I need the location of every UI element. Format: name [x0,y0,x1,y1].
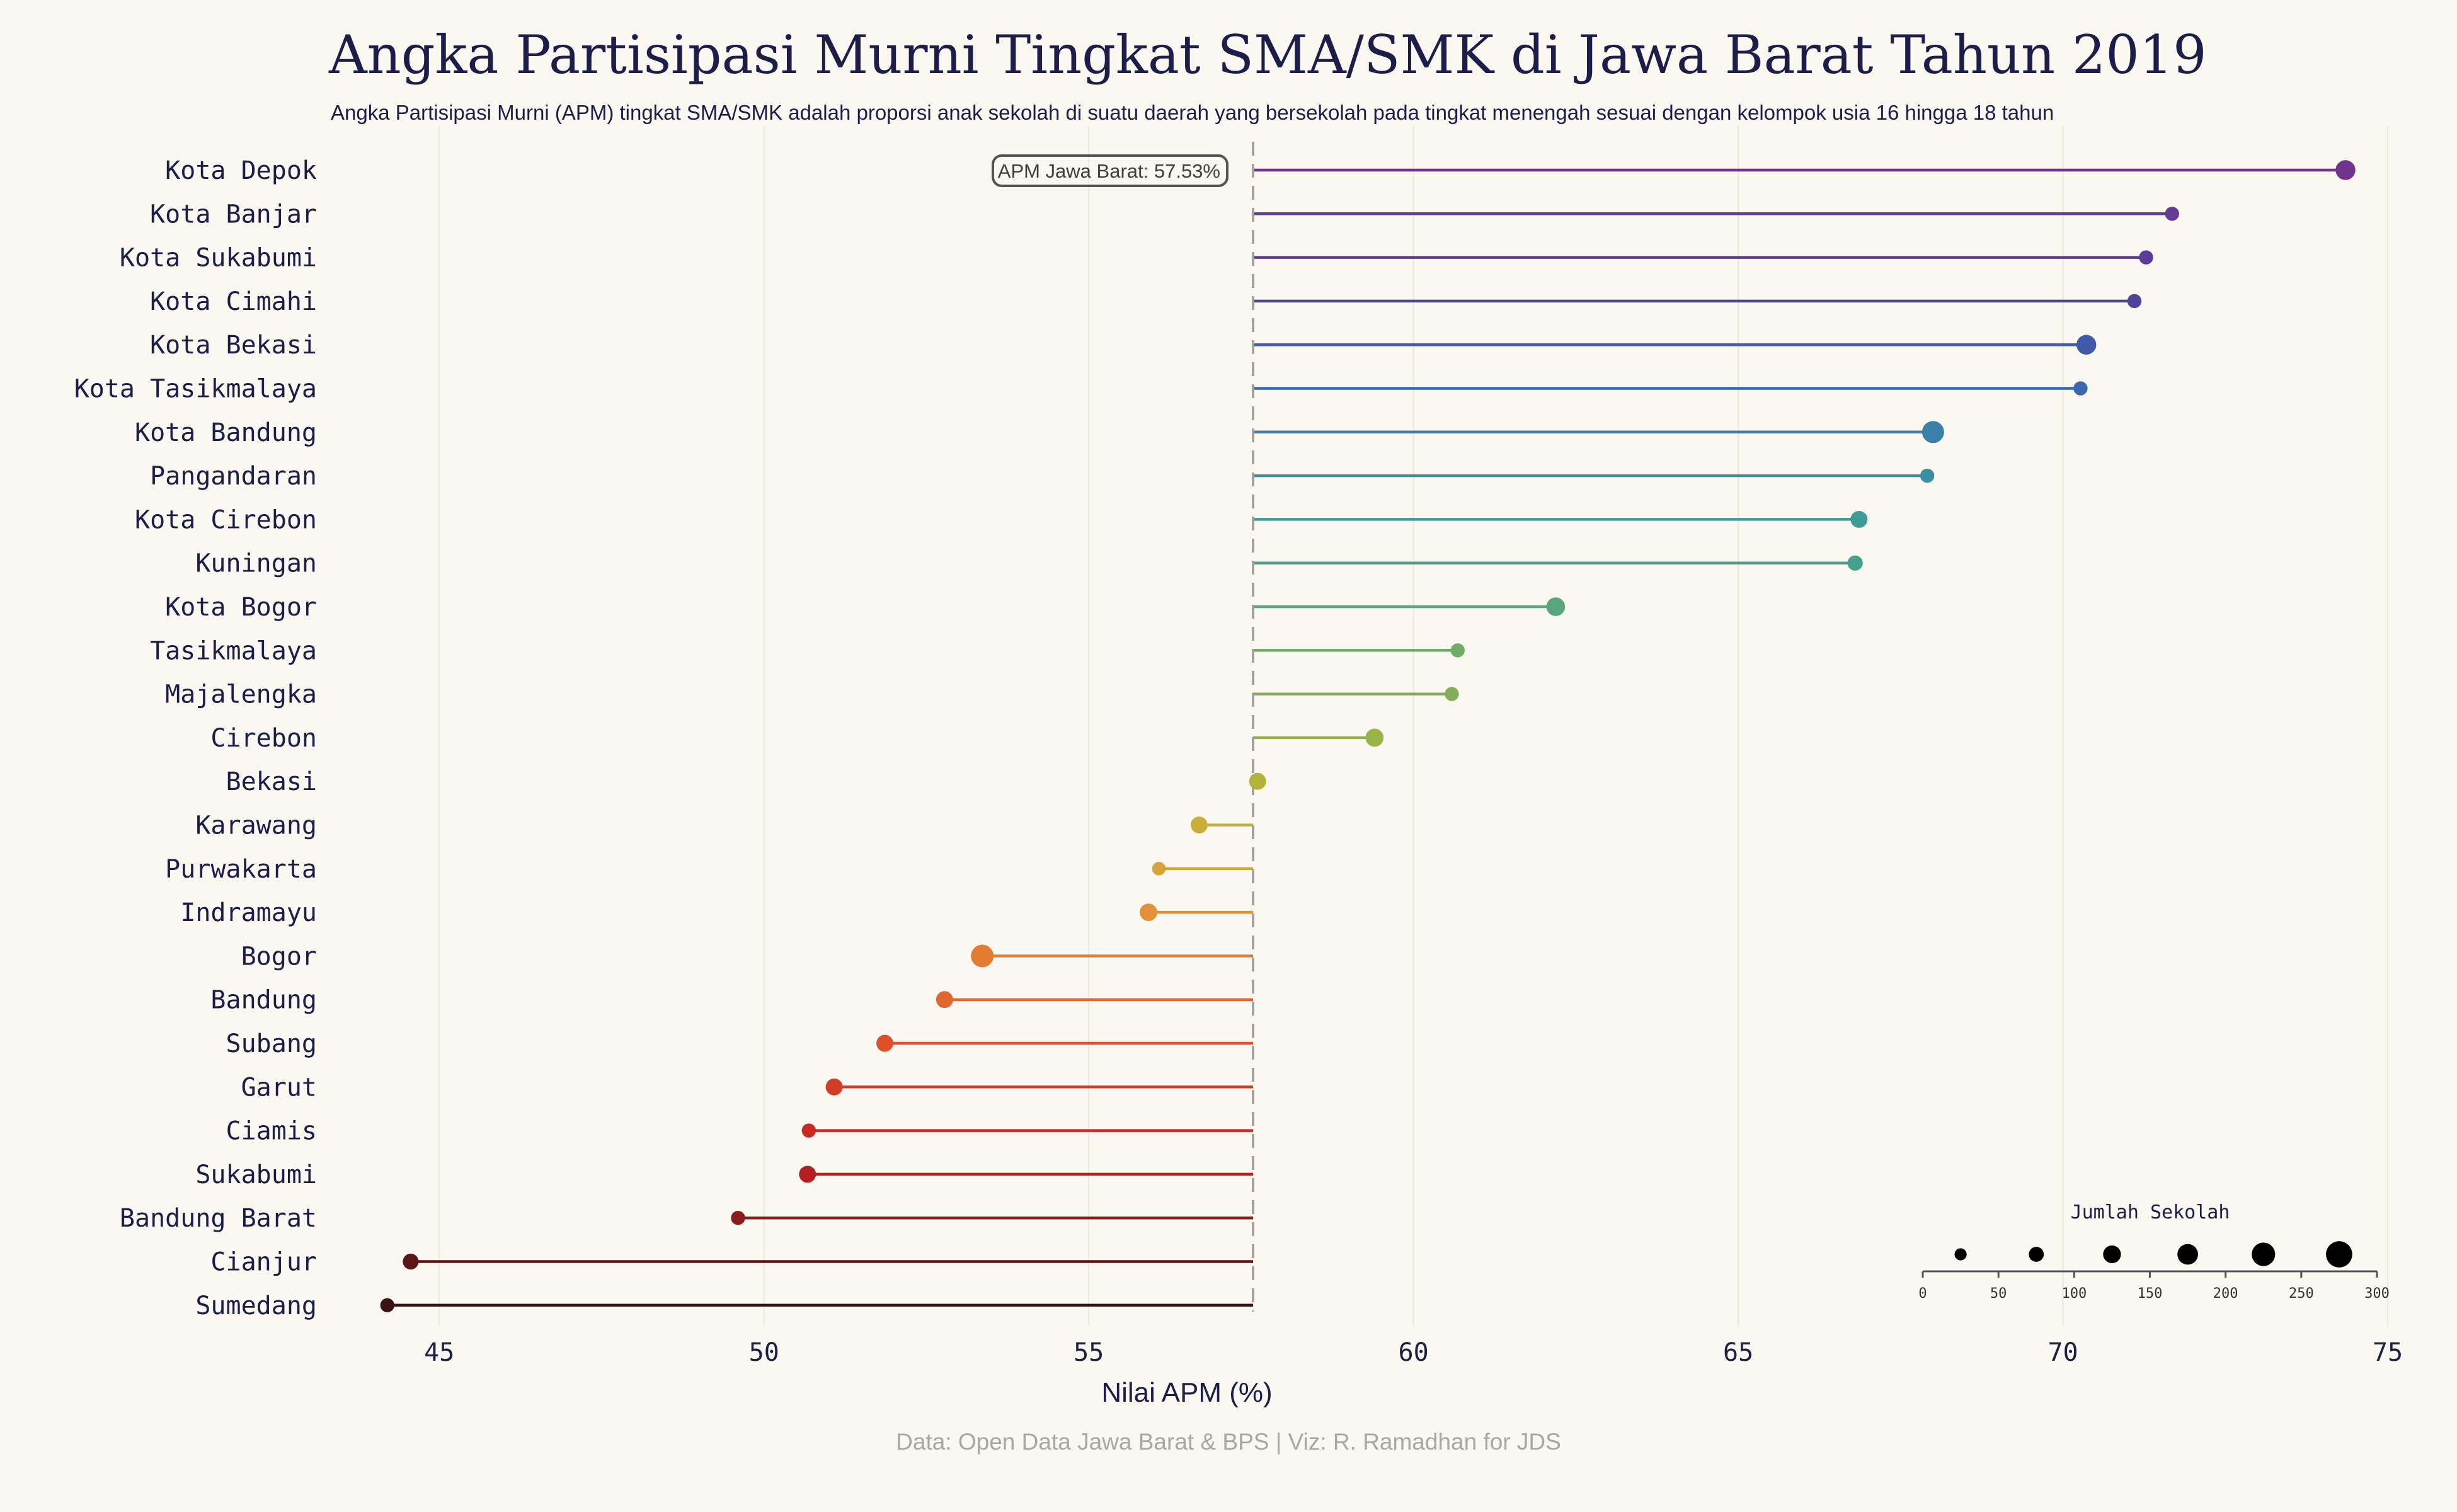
x-axis-label: Nilai APM (%) [1101,1377,1272,1408]
data-point [1249,772,1266,790]
data-point [801,1123,816,1138]
y-tick-label: Bekasi [226,767,318,796]
y-tick-label: Kota Banjar [150,200,317,229]
x-tick-label: 65 [1723,1338,1753,1367]
data-point [2073,381,2088,396]
y-tick-label: Bogor [241,942,317,971]
data-point [1365,728,1384,747]
y-tick-label: Kuningan [195,549,317,578]
lollipop-stems [387,168,2345,1307]
y-tick-label: Ciamis [226,1117,318,1146]
size-legend-dot [2103,1245,2121,1264]
size-legend-tick-label: 200 [2213,1286,2238,1302]
y-tick-label: Garut [241,1073,317,1102]
y-tick-label: Kota Cimahi [150,287,317,316]
size-legend-title: Jumlah Sekolah [2071,1201,2230,1223]
data-point [1450,643,1465,658]
y-tick-label: Tasikmalaya [150,636,317,665]
data-point [971,944,994,968]
reference-label-box [992,154,1228,187]
y-axis-labels: Kota Depok Kota Banjar Kota Sukabumi Kota C… [74,156,317,1320]
y-tick-label: Sumedang [195,1292,317,1320]
data-point [2076,335,2097,355]
reference-label: APM Jawa Barat: 57.53% [998,160,1220,182]
y-tick-label: Purwakarta [165,855,317,884]
data-point [1152,862,1166,876]
grid-lines [438,126,2388,1326]
y-tick-label: Bandung Barat [120,1204,317,1233]
data-point [1922,421,1944,444]
data-point [799,1166,816,1183]
y-tick-label: Majalengka [165,680,317,709]
y-tick-label: Kota Sukabumi [120,244,317,273]
size-legend-tick-label: 150 [2138,1286,2163,1302]
size-legend-dot [2326,1241,2352,1268]
data-point [1847,555,1863,571]
x-tick-label: 55 [1074,1338,1104,1367]
y-tick-label: Bandung [210,986,317,1015]
x-tick-label: 75 [2373,1338,2403,1367]
data-source-caption: Data: Open Data Jawa Barat & BPS | Viz: … [896,1429,1561,1455]
data-point [1140,903,1157,921]
y-tick-label: Cirebon [210,724,317,753]
data-point [2335,160,2356,180]
data-point [1920,468,1935,483]
size-legend-dot [2029,1247,2044,1262]
data-point [731,1211,745,1225]
x-tick-label: 70 [2048,1338,2078,1367]
data-point [380,1298,394,1312]
data-point [936,991,953,1009]
size-legend-tick-label: 250 [2289,1286,2314,1302]
data-point [403,1253,419,1270]
data-point [1190,816,1208,833]
reference-annotation: APM Jawa Barat: 57.53% [992,154,1228,187]
y-tick-label: Subang [226,1029,318,1058]
lollipop-points [380,160,2356,1312]
data-point [1546,597,1566,616]
y-tick-label: Cianjur [210,1248,317,1277]
y-tick-label: Kota Bogor [165,593,317,622]
y-tick-label: Karawang [195,811,317,840]
data-point [2127,294,2142,309]
size-legend-tick-label: 50 [1990,1286,2007,1302]
size-legend-dot [1954,1248,1967,1261]
x-axis: 45 50 55 60 65 70 75 [424,1338,2403,1367]
y-tick-label: Kota Tasikmalaya [74,375,317,404]
y-tick-label: Kota Bandung [135,418,317,447]
x-tick-label: 45 [424,1338,454,1367]
size-legend-tick-label: 100 [2061,1286,2087,1302]
size-legend-tick-label: 0 [1918,1286,1927,1302]
data-point [825,1078,843,1096]
y-tick-label: Sukabumi [195,1160,317,1189]
size-legend-items: 0 50 100 150 200 250 300 [1918,1241,2390,1302]
chart-title: Angka Partisipasi Murni Tingkat SMA/SMK … [329,24,2207,86]
size-legend-dot [2177,1244,2198,1265]
y-tick-label: Pangandaran [150,462,317,491]
x-tick-label: 60 [1399,1338,1429,1367]
size-legend: Jumlah Sekolah 0 50 100 150 200 250 300 [1918,1201,2390,1302]
y-tick-label: Kota Bekasi [150,331,317,360]
chart-subtitle: Angka Partisipasi Murni (APM) tingkat SM… [331,101,2054,124]
y-tick-label: Indramayu [180,898,317,927]
data-point [2165,207,2179,221]
data-point [2139,250,2153,265]
data-point [1850,510,1868,528]
x-tick-label: 50 [749,1338,779,1367]
size-legend-tick-label: 300 [2364,1286,2390,1302]
y-tick-label: Kota Depok [165,156,317,185]
data-point [1445,687,1459,701]
y-tick-label: Kota Cirebon [135,505,317,534]
data-point [876,1034,893,1052]
size-legend-dot [2252,1242,2276,1266]
